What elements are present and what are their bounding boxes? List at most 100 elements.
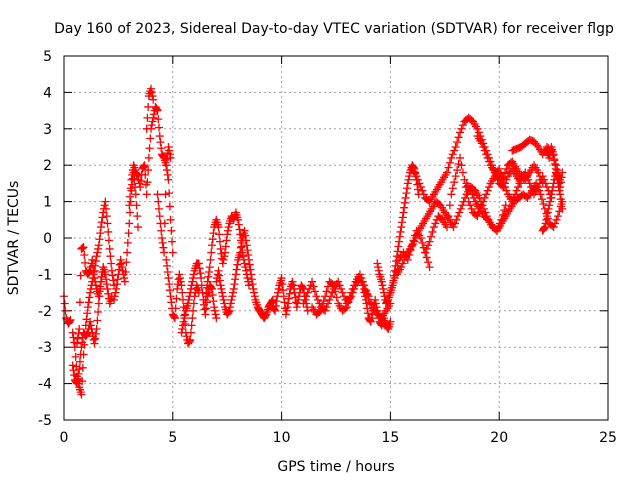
- data-point: [466, 201, 475, 210]
- data-point: [394, 242, 403, 251]
- plot-frame: [63, 55, 609, 421]
- data-point: [347, 288, 356, 297]
- data-point: [324, 299, 333, 308]
- data-point: [167, 298, 176, 307]
- data-point: [60, 299, 69, 308]
- data-point: [303, 306, 312, 315]
- data-point: [540, 224, 549, 233]
- data-point: [337, 284, 346, 293]
- data-point: [170, 314, 179, 323]
- data-point: [89, 335, 98, 344]
- data-point: [401, 193, 410, 202]
- data-point: [495, 164, 504, 173]
- data-point: [83, 329, 92, 338]
- data-point: [355, 270, 364, 279]
- data-point: [154, 197, 163, 206]
- data-point: [250, 292, 259, 301]
- y-tick-label: 2: [43, 158, 52, 174]
- data-point: [147, 121, 156, 130]
- data-point: [167, 226, 176, 235]
- data-point: [242, 241, 251, 250]
- x-tick-label: 5: [168, 430, 177, 446]
- y-tick-label: -3: [38, 340, 52, 356]
- data-point: [404, 175, 413, 184]
- data-point: [554, 183, 563, 192]
- data-point: [156, 138, 165, 147]
- data-point: [215, 230, 224, 239]
- series-arc-20: [408, 113, 525, 206]
- data-point: [171, 304, 180, 313]
- data-point: [373, 306, 382, 315]
- series-arc-24: [473, 132, 547, 188]
- data-point: [76, 350, 85, 359]
- data-point: [480, 193, 489, 202]
- data-point: [121, 267, 130, 276]
- data-point: [538, 179, 547, 188]
- data-point: [122, 258, 131, 267]
- data-point: [232, 265, 241, 274]
- data-point: [219, 295, 228, 304]
- data-point: [558, 168, 567, 177]
- data-point: [418, 238, 427, 247]
- data-point: [79, 243, 88, 252]
- data-point: [274, 284, 283, 293]
- data-point: [298, 283, 307, 292]
- data-point: [244, 281, 253, 290]
- data-point: [106, 252, 115, 261]
- data-point: [205, 263, 214, 272]
- data-point: [367, 314, 376, 323]
- data-point: [329, 281, 338, 290]
- data-point: [424, 241, 433, 250]
- data-point: [109, 276, 118, 285]
- data-point: [125, 201, 134, 210]
- data-point: [66, 315, 75, 324]
- data-point: [299, 299, 308, 308]
- data-point: [186, 328, 195, 337]
- data-point: [448, 150, 457, 159]
- data-point: [230, 280, 239, 289]
- data-point: [75, 365, 84, 374]
- data-point: [147, 88, 156, 97]
- data-point: [358, 277, 367, 286]
- data-point: [69, 333, 78, 342]
- data-point: [218, 259, 227, 268]
- data-point: [90, 339, 99, 348]
- series-arc-11: [201, 208, 253, 304]
- data-point: [387, 283, 396, 292]
- data-point: [207, 248, 216, 257]
- x-tick-label: 15: [381, 430, 399, 446]
- data-point: [422, 244, 431, 253]
- data-point: [95, 287, 104, 296]
- data-point: [209, 297, 218, 306]
- data-point: [442, 223, 451, 232]
- data-point: [196, 269, 205, 278]
- data-point: [319, 297, 328, 306]
- data-point: [141, 170, 150, 179]
- data-point: [147, 84, 156, 93]
- data-point: [68, 361, 77, 370]
- data-point: [240, 259, 249, 268]
- data-point: [544, 204, 553, 213]
- data-point: [117, 259, 126, 268]
- data-point: [454, 133, 463, 142]
- data-point: [537, 195, 546, 204]
- data-point: [153, 106, 162, 115]
- series-arc-09: [162, 255, 203, 348]
- data-point: [86, 321, 95, 330]
- data-point: [363, 309, 372, 318]
- data-point: [103, 284, 112, 293]
- data-point: [189, 274, 198, 283]
- data-point: [185, 337, 194, 346]
- data-point: [389, 278, 398, 287]
- data-point: [186, 288, 195, 297]
- data-point: [112, 284, 121, 293]
- data-point: [189, 306, 198, 315]
- data-point: [83, 309, 92, 318]
- data-point: [450, 146, 459, 155]
- data-point: [173, 284, 182, 293]
- data-point: [144, 153, 153, 162]
- data-point: [415, 179, 424, 188]
- data-point: [283, 303, 292, 312]
- y-tick-label: 3: [43, 122, 52, 138]
